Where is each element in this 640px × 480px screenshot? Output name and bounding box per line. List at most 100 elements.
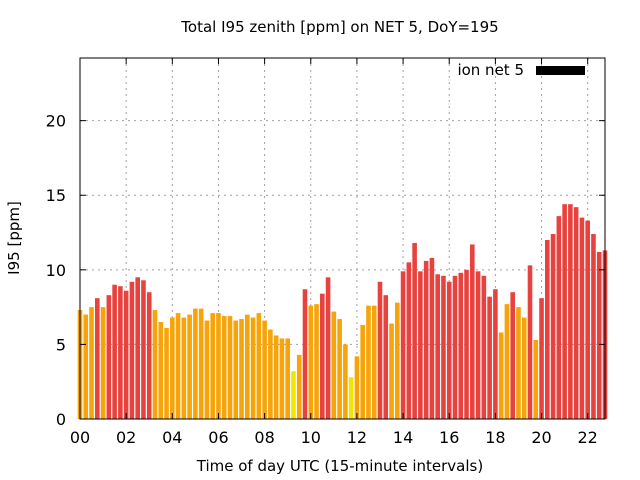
bar <box>591 234 596 419</box>
bar <box>510 292 515 419</box>
bar <box>348 377 354 419</box>
bar <box>129 281 135 419</box>
bar <box>227 316 233 419</box>
bar <box>245 314 250 419</box>
bar <box>285 338 290 419</box>
bar <box>423 260 429 419</box>
x-tick-label: 08 <box>254 428 274 447</box>
bar <box>429 257 435 419</box>
bar <box>464 269 469 419</box>
bar <box>239 319 244 419</box>
bar <box>389 323 394 419</box>
bar <box>452 275 458 419</box>
legend: ion net 5 <box>457 61 585 79</box>
bar <box>550 234 556 419</box>
bar <box>198 308 204 419</box>
axis-ticks: 00 02 04 06 08 10 12 14 16 18 20 22 0 5 10 15 20 <box>46 58 605 447</box>
bar <box>95 298 100 419</box>
bar <box>83 314 89 419</box>
bar <box>487 296 492 419</box>
x-tick-label: 12 <box>347 428 367 447</box>
bar <box>181 317 187 419</box>
bar <box>360 325 365 419</box>
bar <box>418 271 423 419</box>
legend-swatch <box>536 66 585 75</box>
x-tick-label: 18 <box>485 428 505 447</box>
bar <box>562 204 567 419</box>
bar <box>556 216 562 419</box>
bar <box>210 313 215 419</box>
plot-frame <box>79 57 606 420</box>
bar <box>273 335 279 419</box>
bar <box>279 338 285 419</box>
bar <box>118 286 123 419</box>
x-tick-label: 10 <box>301 428 321 447</box>
bar <box>441 275 446 419</box>
bar <box>435 274 440 419</box>
bar <box>545 239 550 419</box>
bar <box>366 305 371 419</box>
bar <box>112 284 117 419</box>
bar <box>331 311 337 419</box>
bar <box>371 305 377 419</box>
bar <box>164 328 169 419</box>
bar <box>539 298 544 419</box>
bar <box>256 313 262 419</box>
bar <box>175 313 181 419</box>
chart-title: Total I95 zenith [ppm] on NET 5, DoY=195 <box>180 18 498 36</box>
bar <box>354 356 360 419</box>
y-axis-label: I95 [ppm] <box>5 201 23 275</box>
bar <box>320 293 325 419</box>
bar <box>158 322 164 419</box>
x-tick-label: 04 <box>162 428 182 447</box>
bar <box>406 262 412 419</box>
x-tick-label: 02 <box>116 428 136 447</box>
bar <box>579 217 585 419</box>
bar <box>377 281 383 419</box>
bar <box>141 280 146 419</box>
bar <box>325 277 331 419</box>
y-tick-label: 0 <box>56 410 66 429</box>
bars <box>77 204 608 419</box>
bar <box>146 292 152 419</box>
bar <box>152 310 158 419</box>
bar <box>296 354 302 419</box>
bar <box>596 251 602 419</box>
bar <box>446 281 452 419</box>
bar <box>395 302 400 419</box>
bar <box>400 271 406 419</box>
legend-label: ion net 5 <box>457 61 524 79</box>
bar <box>458 272 464 419</box>
bar <box>89 307 94 419</box>
bar <box>233 320 239 419</box>
bar <box>308 305 314 419</box>
bar <box>383 295 389 419</box>
bar <box>221 316 227 419</box>
bar <box>100 307 106 419</box>
y-tick-label: 10 <box>46 261 66 280</box>
bar <box>216 313 221 419</box>
bar <box>337 319 342 419</box>
bar <box>187 314 192 419</box>
bar <box>470 244 475 419</box>
bar <box>521 317 527 419</box>
bar <box>170 317 175 419</box>
y-tick-label: 15 <box>46 186 66 205</box>
x-tick-label: 00 <box>70 428 90 447</box>
y-tick-label: 20 <box>46 112 66 131</box>
x-tick-label: 06 <box>208 428 228 447</box>
bar <box>412 242 417 419</box>
x-axis-label: Time of day UTC (15-minute intervals) <box>196 457 483 475</box>
bar <box>568 204 573 419</box>
bar <box>135 277 140 419</box>
bar <box>481 275 487 419</box>
bar <box>343 344 348 419</box>
bar <box>493 289 498 419</box>
bar <box>573 207 579 419</box>
bar <box>475 271 481 419</box>
bar <box>193 308 198 419</box>
bar <box>585 220 590 419</box>
bar <box>250 317 256 419</box>
bar <box>268 329 273 419</box>
